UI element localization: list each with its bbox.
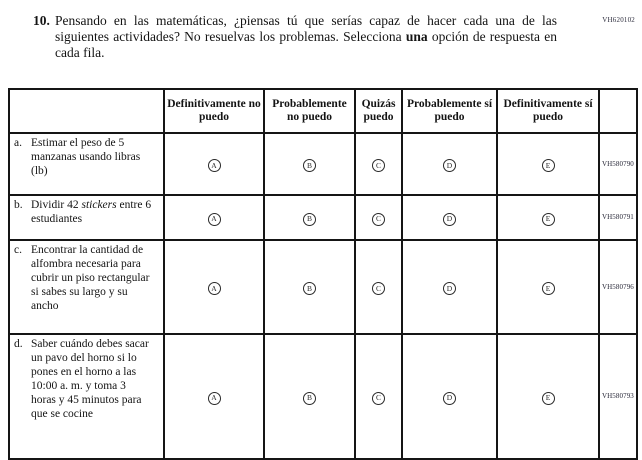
cell-row-b-option-c: C [354,193,403,241]
table-row-a: a. Estimar el peso de 5 manzanas usando … [8,131,638,196]
row-c-option-c-bubble[interactable]: C [372,282,385,296]
item-text-d: d. Saber cuándo debes sacar un pavo del … [8,332,165,460]
cell-row-c-option-b: B [263,238,356,335]
row-a-option-e-bubble[interactable]: E [541,159,555,173]
cell-row-c-option-d: D [401,238,498,335]
question-number: 10. [33,13,50,28]
code-column-header [598,87,638,134]
row-c-option-e-bubble[interactable]: E [541,282,555,296]
row-a-option-a-bubble[interactable]: A [207,159,221,173]
cell-row-d-option-c: C [354,332,403,460]
response-matrix: Definitivamente no puedo Probablemente n… [8,87,638,460]
cell-row-c-option-c: C [354,238,403,335]
row-c-option-d-bubble[interactable]: D [443,282,456,296]
item-code-d: VH580793 [598,332,638,460]
row-b-option-e-bubble[interactable]: E [541,212,555,226]
item-text-b: b. Dividir 42 stickers entre 6 estudiant… [8,193,165,241]
row-label-b: b. [14,198,23,211]
cell-row-a-option-e: E [496,131,600,196]
table-row-c: c. Encontrar la cantidad de alfombra nec… [8,238,638,335]
column-header-maybe-can: Quizás puedo [354,87,403,134]
cell-row-a-option-d: D [401,131,498,196]
row-d-option-e-bubble[interactable]: E [541,391,555,405]
cell-row-d-option-b: B [263,332,356,460]
cell-row-b-option-d: D [401,193,498,241]
cell-row-b-option-e: E [496,193,600,241]
questionnaire-page: { "page": { "form_code": "VH620102" }, "… [0,13,642,460]
cell-row-a-option-a: A [163,131,265,196]
cell-row-a-option-c: C [354,131,403,196]
item-text-a: a. Estimar el peso de 5 manzanas usando … [8,131,165,196]
row-b-option-c-bubble[interactable]: C [372,212,385,226]
cell-row-a-option-b: B [263,131,356,196]
item-code-a: VH580790 [598,131,638,196]
row-d-option-c-bubble[interactable]: C [372,391,385,405]
row-b-option-d-bubble[interactable]: D [443,212,456,226]
form-code: VH620102 [602,16,635,24]
row-c-option-a-bubble[interactable]: A [207,282,221,296]
row-b-option-a-bubble[interactable]: A [207,212,221,226]
row-a-option-c-bubble[interactable]: C [372,159,385,173]
cell-row-b-option-a: A [163,193,265,241]
cell-row-d-option-e: E [496,332,600,460]
row-d-option-b-bubble[interactable]: B [303,391,316,405]
cell-row-c-option-a: A [163,238,265,335]
row-d-option-d-bubble[interactable]: D [443,391,456,405]
column-header-probably-cannot: Probablemente no puedo [263,87,356,134]
item-code-b: VH580791 [598,193,638,241]
cell-row-d-option-d: D [401,332,498,460]
item-column-header [8,87,165,134]
question-block: 10. Pensando en las matemáticas, ¿piensa… [33,13,642,61]
row-a-option-b-bubble[interactable]: B [303,159,316,173]
item-code-c: VH580796 [598,238,638,335]
table-row-b: b. Dividir 42 stickers entre 6 estudiant… [8,193,638,241]
item-text-c: c. Encontrar la cantidad de alfombra nec… [8,238,165,335]
row-c-option-b-bubble[interactable]: B [303,282,316,296]
column-header-definitely-cannot: Definitivamente no puedo [163,87,265,134]
row-label-a: a. [14,136,22,149]
cell-row-c-option-e: E [496,238,600,335]
table-row-d: d. Saber cuándo debes sacar un pavo del … [8,332,638,460]
question-text: Pensando en las matemáticas, ¿piensas tú… [55,13,557,60]
column-header-definitely-can: Definitivamente sí puedo [496,87,600,134]
row-a-option-d-bubble[interactable]: D [443,159,456,173]
header-row: Definitivamente no puedo Probablemente n… [8,87,638,134]
row-b-option-b-bubble[interactable]: B [303,212,316,226]
cell-row-b-option-b: B [263,193,356,241]
row-label-d: d. [14,337,23,350]
row-label-c: c. [14,243,22,256]
cell-row-d-option-a: A [163,332,265,460]
column-header-probably-can: Probablemente sí puedo [401,87,498,134]
row-d-option-a-bubble[interactable]: A [207,391,221,405]
